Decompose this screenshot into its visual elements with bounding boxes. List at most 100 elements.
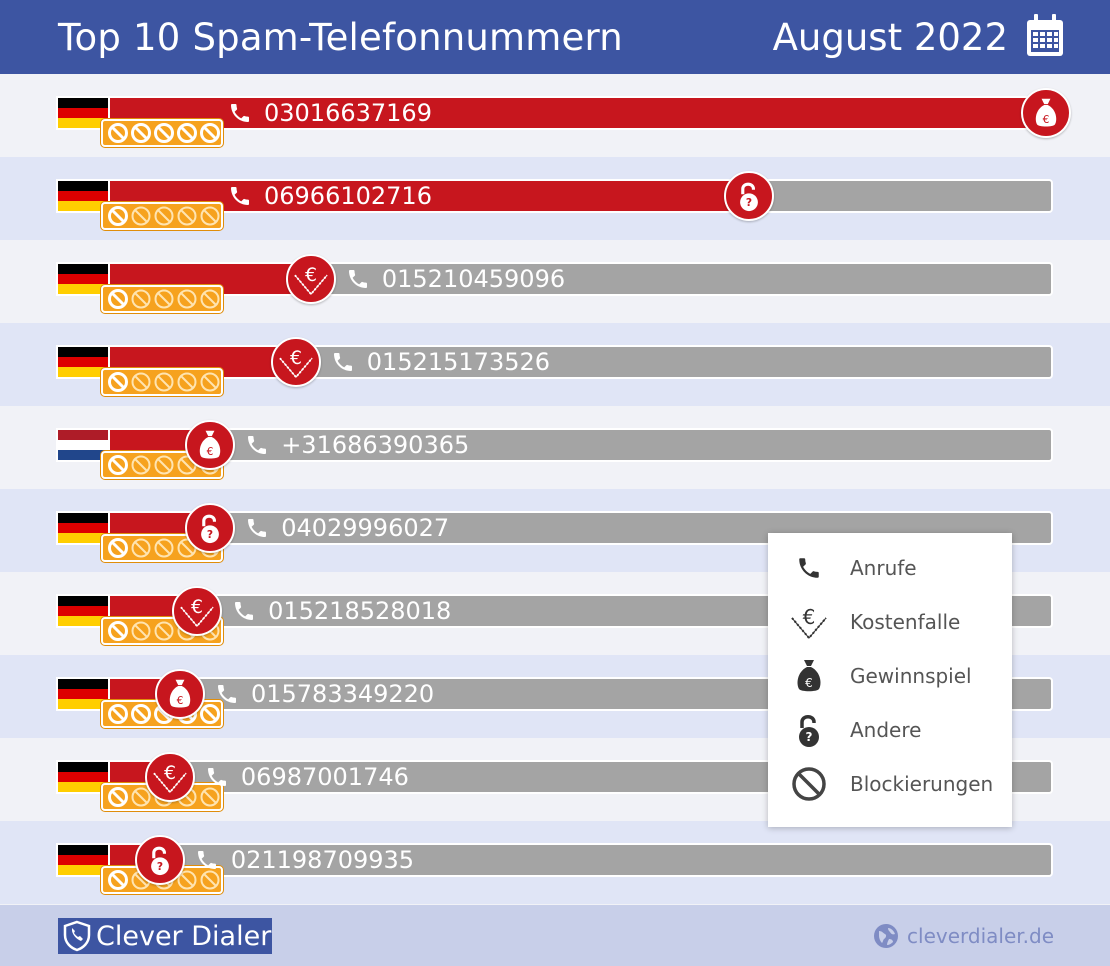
bar-track — [58, 843, 1053, 877]
bar — [58, 96, 1065, 130]
block-icon — [108, 289, 128, 309]
phone-number-text: 06966102716 — [264, 182, 432, 210]
chart-row: €015210459096 — [0, 240, 1110, 323]
block-icon — [131, 538, 151, 558]
flag-de-icon — [56, 262, 110, 296]
flag-de-icon — [56, 677, 110, 711]
phone-number: 015218528018 — [232, 596, 451, 626]
phone-icon — [215, 682, 239, 706]
block-icon — [108, 538, 128, 558]
block-icon — [768, 766, 850, 802]
phone-icon — [245, 516, 269, 540]
phone-number: +31686390365 — [245, 430, 469, 460]
flag-de-icon — [56, 96, 110, 130]
money-bag-icon: € — [1021, 88, 1071, 138]
website-link[interactable]: cleverdialer.de — [873, 923, 1054, 949]
block-icon — [131, 372, 151, 392]
phone-number: 021198709935 — [195, 845, 414, 875]
svg-text:€: € — [1043, 113, 1050, 126]
svg-text:?: ? — [207, 528, 213, 541]
svg-text:?: ? — [157, 860, 163, 873]
globe-icon — [874, 924, 899, 948]
block-icon — [108, 621, 128, 641]
block-icon — [131, 206, 151, 226]
block-icon — [200, 289, 220, 309]
phone-number-text: 03016637169 — [264, 99, 432, 127]
cost-trap-icon: € — [144, 752, 195, 802]
phone-number: 04029996027 — [245, 513, 449, 543]
legend: Anrufe € Kostenfalle € Gewinnspiel ? And… — [768, 533, 1012, 827]
open-lock-icon: ? — [723, 171, 774, 221]
phone-icon — [228, 184, 252, 208]
block-icon — [154, 538, 174, 558]
phone-number: 03016637169 — [228, 98, 432, 128]
phone-number-text: 015210459096 — [381, 265, 566, 293]
block-icon — [154, 206, 174, 226]
shield-phone-icon — [63, 920, 91, 952]
block-rating — [101, 119, 223, 147]
phone-number-text: +31686390365 — [281, 431, 470, 459]
block-icon — [177, 206, 197, 226]
svg-text:€: € — [207, 445, 214, 458]
legend-item-calls: Anrufe — [768, 548, 1012, 588]
date-label: August 2022 — [772, 16, 1008, 59]
legend-item-blocks: Blockierungen — [768, 764, 1012, 804]
legend-item-lottery: € Gewinnspiel — [768, 656, 1012, 696]
open-lock-icon: ? — [768, 712, 850, 748]
chart-row: €03016637169 — [0, 74, 1110, 157]
open-lock-icon: ? — [185, 503, 236, 553]
svg-text:€: € — [803, 605, 816, 629]
flag-de-icon — [56, 760, 110, 794]
block-icon — [131, 455, 151, 475]
phone-number: 015210459096 — [346, 264, 565, 294]
svg-text:€: € — [177, 694, 184, 707]
block-icon — [200, 787, 220, 807]
chart-row: €015215173526 — [0, 323, 1110, 406]
svg-text:€: € — [805, 676, 813, 690]
block-rating — [101, 202, 223, 230]
block-icon — [177, 289, 197, 309]
cost-trap-icon: € — [270, 337, 321, 387]
phone-icon — [346, 267, 370, 291]
phone-icon — [768, 555, 850, 581]
phone-number-text: 015215173526 — [366, 348, 551, 376]
svg-text:?: ? — [746, 196, 752, 209]
brand-name: Clever Dialer — [96, 920, 272, 952]
block-icon — [154, 123, 174, 143]
legend-label: Gewinnspiel — [850, 664, 972, 688]
svg-text:€: € — [290, 347, 302, 369]
svg-text:€: € — [191, 596, 203, 618]
block-icon — [200, 372, 220, 392]
block-icon — [154, 621, 174, 641]
money-bag-icon: € — [154, 669, 205, 719]
page-title: Top 10 Spam-Telefonnummern — [58, 16, 623, 59]
block-icon — [200, 704, 220, 724]
phone-number: 015783349220 — [215, 679, 434, 709]
flag-de-icon — [56, 345, 110, 379]
block-icon — [131, 289, 151, 309]
flag-de-icon — [56, 179, 110, 213]
legend-label: Blockierungen — [850, 772, 994, 796]
phone-icon — [245, 433, 269, 457]
chart-row: € +31686390365 — [0, 406, 1110, 489]
phone-icon — [228, 101, 252, 125]
block-icon — [131, 787, 151, 807]
chart-row: ? 06966102716 — [0, 157, 1110, 240]
calendar-icon — [1027, 14, 1063, 56]
legend-label: Kostenfalle — [850, 610, 961, 634]
svg-text:?: ? — [806, 730, 813, 744]
block-icon — [200, 123, 220, 143]
block-icon — [108, 704, 128, 724]
phone-icon — [331, 350, 355, 374]
block-icon — [108, 372, 128, 392]
phone-icon — [205, 765, 229, 789]
phone-number-text: 021198709935 — [230, 846, 415, 874]
phone-number-text: 04029996027 — [281, 514, 450, 542]
brand-logo[interactable]: Clever Dialer — [58, 918, 272, 954]
phone-number: 06987001746 — [205, 762, 409, 792]
cost-trap-icon: € — [172, 586, 223, 636]
block-rating — [101, 285, 223, 313]
legend-label: Anrufe — [850, 556, 917, 580]
phone-number-text: 015218528018 — [268, 597, 452, 625]
block-icon — [108, 206, 128, 226]
